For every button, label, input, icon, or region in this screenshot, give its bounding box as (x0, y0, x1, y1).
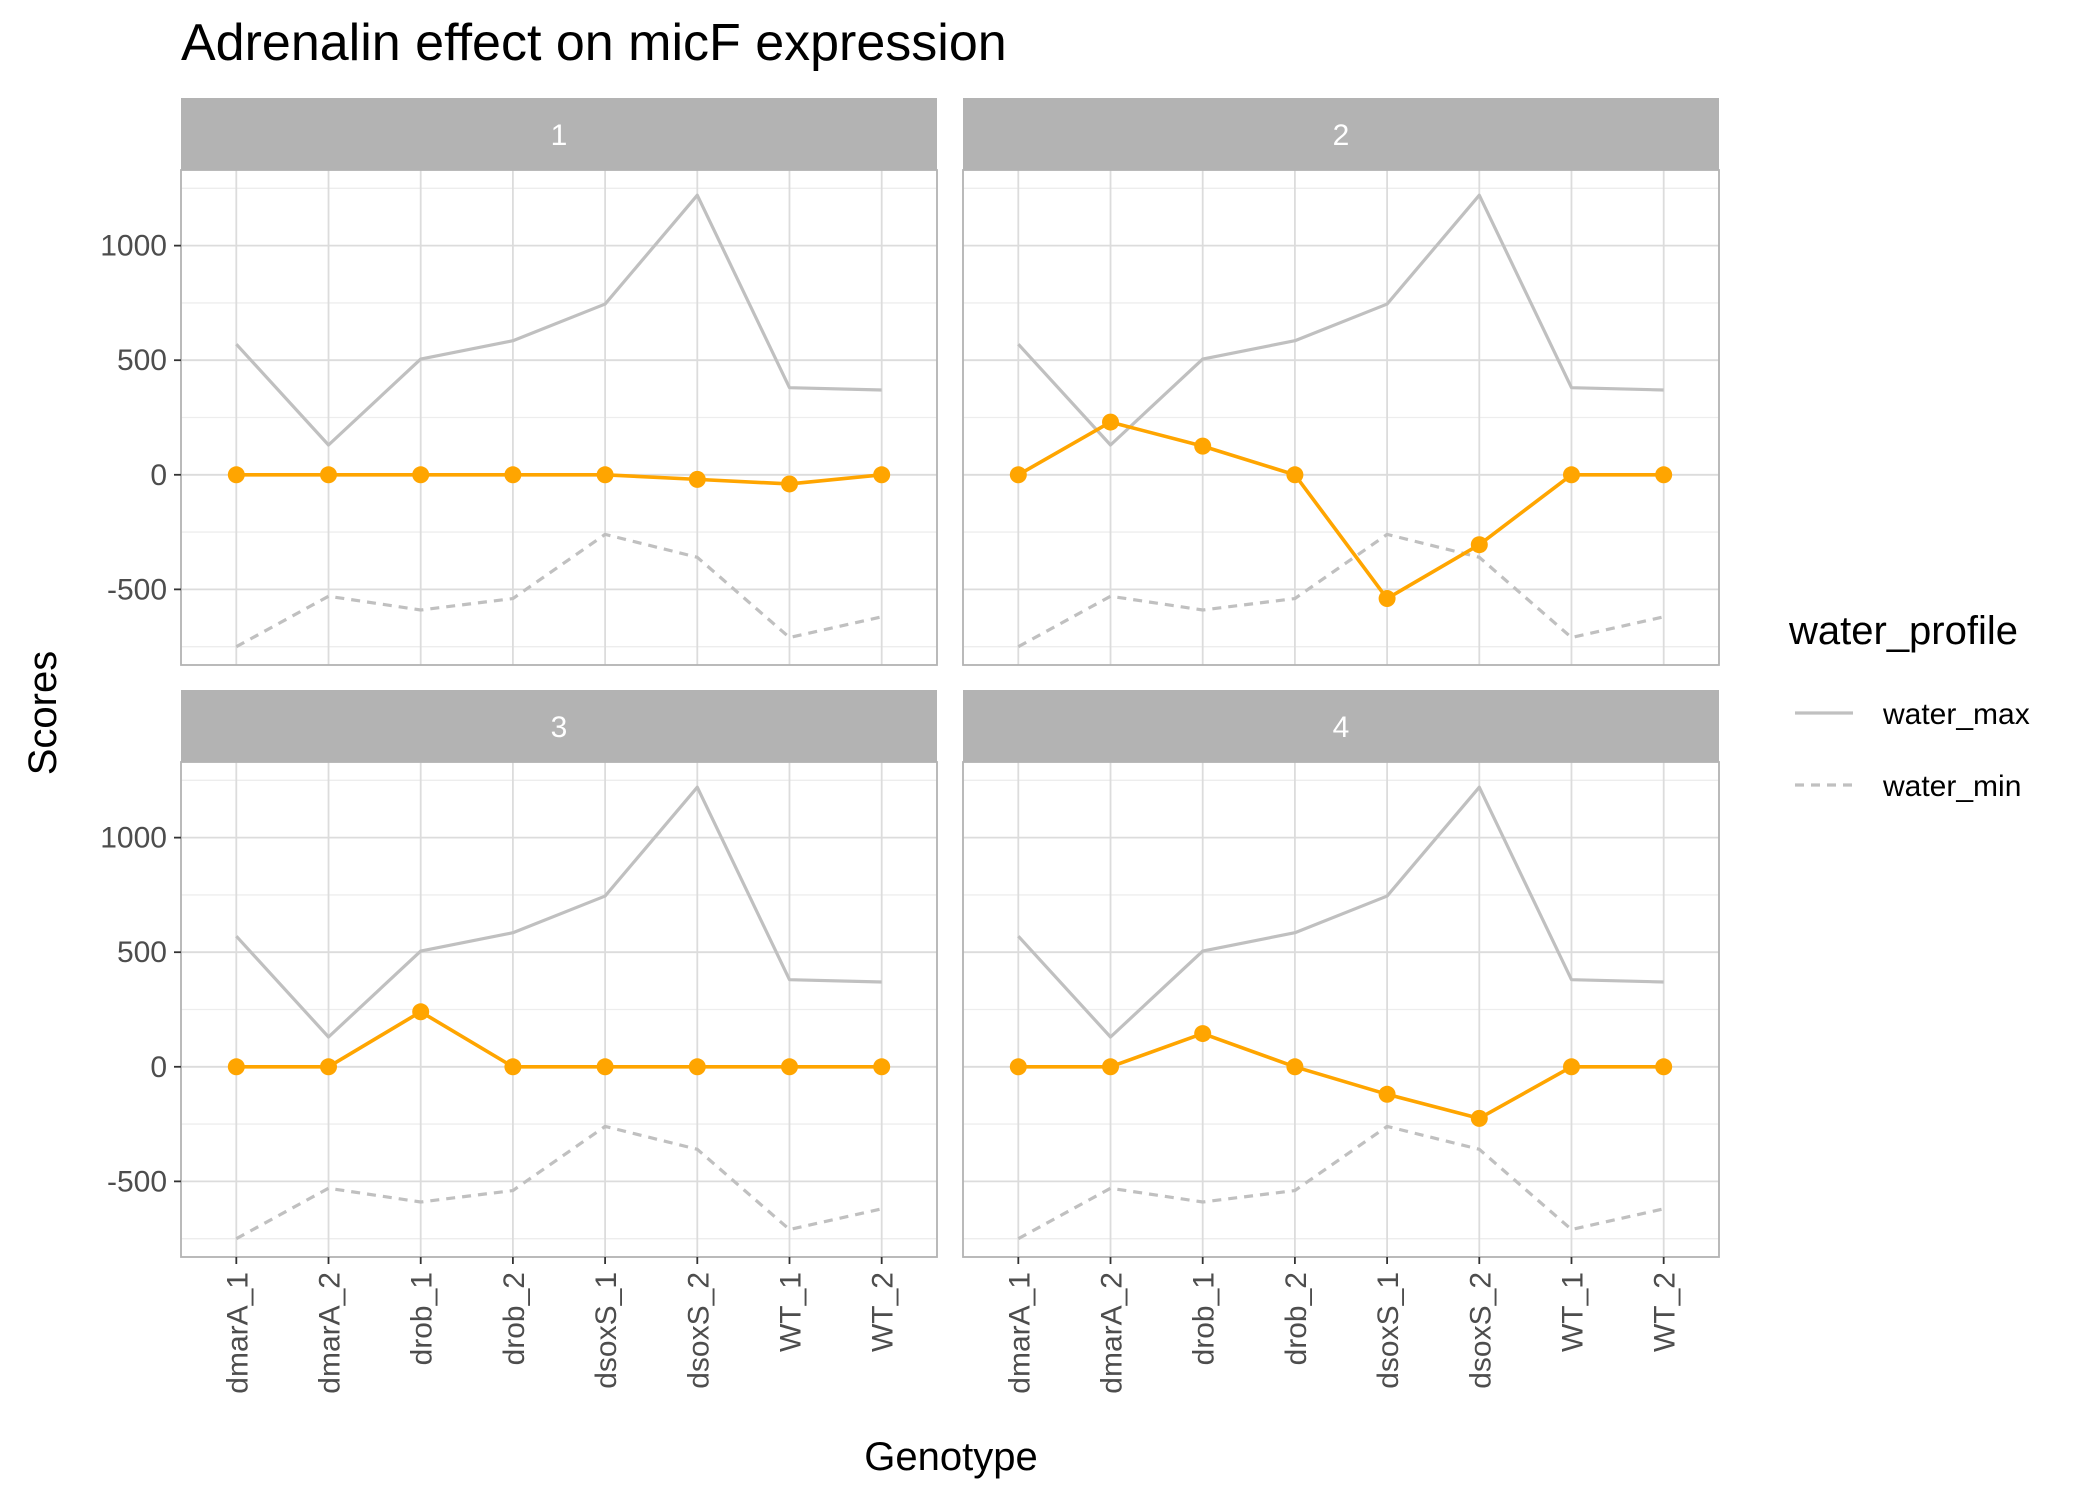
x-tick-label: WT_1 (1556, 1272, 1589, 1352)
score-point (1378, 590, 1396, 608)
series-line-water_max (235, 193, 882, 447)
score-point (320, 466, 338, 484)
series-line-water_max (1017, 785, 1664, 1039)
score-point (596, 1058, 614, 1076)
facet-panel-2: 2 (962, 98, 1720, 666)
x-tick-label: WT_2 (867, 1272, 900, 1352)
score-point (1655, 466, 1673, 484)
y-tick-label: 0 (150, 459, 167, 492)
y-tick-label: 1000 (100, 230, 167, 263)
x-tick-label: dmarA_1 (1003, 1272, 1036, 1394)
x-tick-label: drob_1 (406, 1272, 439, 1365)
x-axis-label: Genotype (864, 1435, 1037, 1479)
score-point (1470, 536, 1488, 554)
x-tick-label: dmarA_2 (314, 1272, 347, 1394)
series-line-water_max (235, 785, 882, 1039)
x-tick-label: dsoxS_2 (682, 1272, 715, 1389)
score-point (412, 466, 430, 484)
score-line (1017, 420, 1664, 601)
score-point (780, 475, 798, 493)
panel-border (180, 169, 938, 666)
facet-panel-3: 3 -500 0 500 1000 (100, 690, 938, 1258)
y-tick-label: -500 (107, 573, 167, 606)
y-tick-label: 500 (117, 936, 167, 969)
legend-title: water_profile (1788, 609, 2018, 653)
legend-label-water_max: water_max (1882, 698, 2030, 731)
score-point (320, 1058, 338, 1076)
score-point (1655, 1058, 1673, 1076)
score-point (873, 1058, 891, 1076)
score-point (412, 1003, 430, 1021)
facet-strip-label: 3 (551, 711, 568, 744)
y-tick-label: 1000 (100, 822, 167, 855)
x-tick-label: drob_1 (1188, 1272, 1221, 1365)
score-point (780, 1058, 798, 1076)
series-line-water_min (235, 1124, 883, 1241)
score-point (504, 1058, 522, 1076)
score-point (688, 470, 706, 488)
panel-border (962, 761, 1720, 1258)
series-line-water_min (235, 532, 883, 649)
score-point (1378, 1085, 1396, 1103)
x-tick-label: dsoxS_1 (1372, 1272, 1405, 1389)
x-tick-label: drob_2 (1280, 1272, 1313, 1365)
score-point (504, 466, 522, 484)
score-line (1018, 1031, 1664, 1121)
score-point (227, 466, 245, 484)
score-point (1286, 466, 1304, 484)
facet-strip (963, 98, 1719, 170)
score-point (1194, 437, 1212, 455)
facet-strip-label: 1 (551, 119, 568, 152)
score-line (236, 472, 882, 486)
facet-panel-4: 4 (962, 690, 1720, 1258)
facet-panels: 1 -500 0 500 1000 2 3 -500 0 500 1000 4 (100, 98, 1720, 1258)
y-tick-label: 0 (150, 1051, 167, 1084)
score-point (873, 466, 891, 484)
series-line-water_min (1017, 1124, 1665, 1241)
facet-strip-label: 4 (1333, 711, 1350, 744)
score-line (236, 1009, 882, 1069)
x-tick-label: dsoxS_2 (1464, 1272, 1497, 1389)
y-tick-label: 500 (117, 344, 167, 377)
legend: water_profile water_max water_min (1788, 609, 2030, 803)
score-point (1562, 1058, 1580, 1076)
facet-strip-label: 2 (1333, 119, 1350, 152)
score-point (227, 1058, 245, 1076)
score-point (688, 1058, 706, 1076)
score-point (1102, 413, 1120, 431)
panel-border (180, 761, 938, 1258)
x-tick-label: dmarA_2 (1096, 1272, 1129, 1394)
score-point (1286, 1058, 1304, 1076)
score-point (596, 466, 614, 484)
y-tick-label: -500 (107, 1165, 167, 1198)
score-point (1009, 1058, 1027, 1076)
score-point (1009, 466, 1027, 484)
x-tick-label: WT_1 (774, 1272, 807, 1352)
facet-strip (181, 690, 937, 762)
score-point (1194, 1025, 1212, 1043)
facet-panel-1: 1 -500 0 500 1000 (100, 98, 938, 666)
x-tick-label: dsoxS_1 (590, 1272, 623, 1389)
score-point (1102, 1058, 1120, 1076)
x-tick-label: WT_2 (1649, 1272, 1682, 1352)
y-axis-label: Scores (21, 651, 65, 776)
series-line-water_min (1017, 532, 1665, 649)
facet-strip (181, 98, 937, 170)
x-axis-tick-labels: dmarA_1 dmarA_2 drob_1 drob_2 dsoxS_1 dsoxS_2… (221, 1257, 1682, 1394)
facet-strip (963, 690, 1719, 762)
series-line-water_max (1017, 193, 1664, 447)
panel-border (962, 169, 1720, 666)
x-tick-label: drob_2 (498, 1272, 531, 1365)
legend-label-water_min: water_min (1882, 770, 2021, 803)
x-tick-label: dmarA_1 (221, 1272, 254, 1394)
chart-title: Adrenalin effect on micF expression (181, 14, 1007, 72)
score-point (1562, 466, 1580, 484)
score-point (1470, 1109, 1488, 1127)
